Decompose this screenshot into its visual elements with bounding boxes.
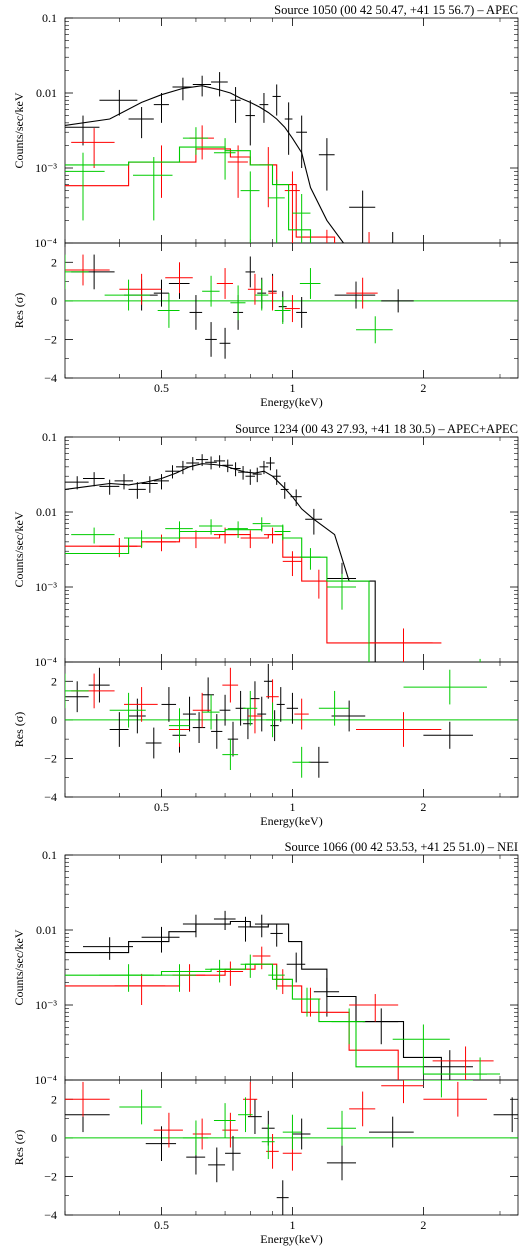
model-line-series-2 xyxy=(65,148,336,243)
res-y-tick-label: −2 xyxy=(44,751,57,765)
x-tick-label: 1 xyxy=(289,1218,295,1232)
residual-plot-area xyxy=(65,1080,518,1215)
spectrum-frame xyxy=(64,854,519,1081)
spectrum-frame xyxy=(64,436,519,663)
y-axis-label: Counts/sec/keV xyxy=(12,92,26,168)
residual-axis-label: Res (σ) xyxy=(12,712,26,747)
y-tick-label: 10⁻³ xyxy=(35,998,57,1012)
spectrum-plot-area xyxy=(65,454,481,662)
res-y-tick-label: 0 xyxy=(51,294,57,308)
residual-frame xyxy=(64,242,519,379)
chart-title: Source 1050 (00 42 50.47, +41 15 56.7) –… xyxy=(274,3,518,17)
x-tick-label: 2 xyxy=(420,381,426,395)
y-tick-label: 0.1 xyxy=(42,430,57,444)
x-axis-label: Energy(keV) xyxy=(260,814,322,828)
y-tick-label: 10⁻⁴ xyxy=(34,655,57,669)
res-y-tick-label: 2 xyxy=(51,1092,57,1106)
x-axis-label: Energy(keV) xyxy=(260,1232,322,1246)
x-tick-label: 1 xyxy=(289,800,295,814)
y-axis-label: Counts/sec/keV xyxy=(12,511,26,587)
y-tick-label: 0.01 xyxy=(36,86,57,100)
residual-axis-label: Res (σ) xyxy=(12,293,26,328)
res-y-tick-label: 2 xyxy=(51,674,57,688)
chart-panel-2: Source 1234 (00 43 27.93, +41 18 30.5) –… xyxy=(12,422,519,828)
y-tick-label: 0.1 xyxy=(42,11,57,25)
residual-plot-area xyxy=(65,254,414,359)
chart-title: Source 1066 (00 42 53.53, +41 25 51.0) –… xyxy=(285,840,518,854)
chart-panel-1: Source 1050 (00 42 50.47, +41 15 56.7) –… xyxy=(12,3,519,409)
x-tick-label: 0.5 xyxy=(154,381,169,395)
residual-frame xyxy=(64,1079,519,1216)
model-line-series-3 xyxy=(65,525,370,662)
model-line-series-2 xyxy=(65,534,442,644)
y-tick-label: 0.01 xyxy=(36,505,57,519)
model-line-series-1 xyxy=(65,85,345,243)
res-y-tick-label: −4 xyxy=(44,1208,57,1222)
model-line-series-3 xyxy=(65,146,312,243)
x-tick-label: 2 xyxy=(420,1218,426,1232)
y-tick-label: 10⁻³ xyxy=(35,580,57,594)
res-y-tick-label: −4 xyxy=(44,371,57,385)
res-y-tick-label: −2 xyxy=(44,1169,57,1183)
res-y-tick-label: 2 xyxy=(51,255,57,269)
y-tick-label: 10⁻⁴ xyxy=(34,1073,57,1087)
spectrum-plot-area xyxy=(65,72,394,243)
chart-title: Source 1234 (00 43 27.93, +41 18 30.5) –… xyxy=(235,422,518,436)
y-tick-label: 10⁻³ xyxy=(35,161,57,175)
residual-frame xyxy=(64,661,519,798)
model-line-series-1 xyxy=(65,463,376,662)
model-line-series-3 xyxy=(65,963,487,1075)
res-y-tick-label: 0 xyxy=(51,1131,57,1145)
y-tick-label: 10⁻⁴ xyxy=(34,236,57,250)
y-tick-label: 0.01 xyxy=(36,923,57,937)
x-tick-label: 1 xyxy=(289,381,295,395)
chart-panel-3: Source 1066 (00 42 53.53, +41 25 51.0) –… xyxy=(12,840,519,1246)
y-tick-label: 0.1 xyxy=(42,848,57,862)
res-y-tick-label: −2 xyxy=(44,332,57,346)
residual-plot-area xyxy=(65,663,487,778)
res-y-tick-label: −4 xyxy=(44,790,57,804)
x-tick-label: 0.5 xyxy=(154,800,169,814)
x-tick-label: 2 xyxy=(420,800,426,814)
spectrum-plot-area xyxy=(65,910,518,1080)
x-tick-label: 0.5 xyxy=(154,1218,169,1232)
res-y-tick-label: 0 xyxy=(51,713,57,727)
x-axis-label: Energy(keV) xyxy=(260,395,322,409)
residual-axis-label: Res (σ) xyxy=(12,1130,26,1165)
spectrum-frame xyxy=(64,17,519,244)
y-axis-label: Counts/sec/keV xyxy=(12,929,26,1005)
